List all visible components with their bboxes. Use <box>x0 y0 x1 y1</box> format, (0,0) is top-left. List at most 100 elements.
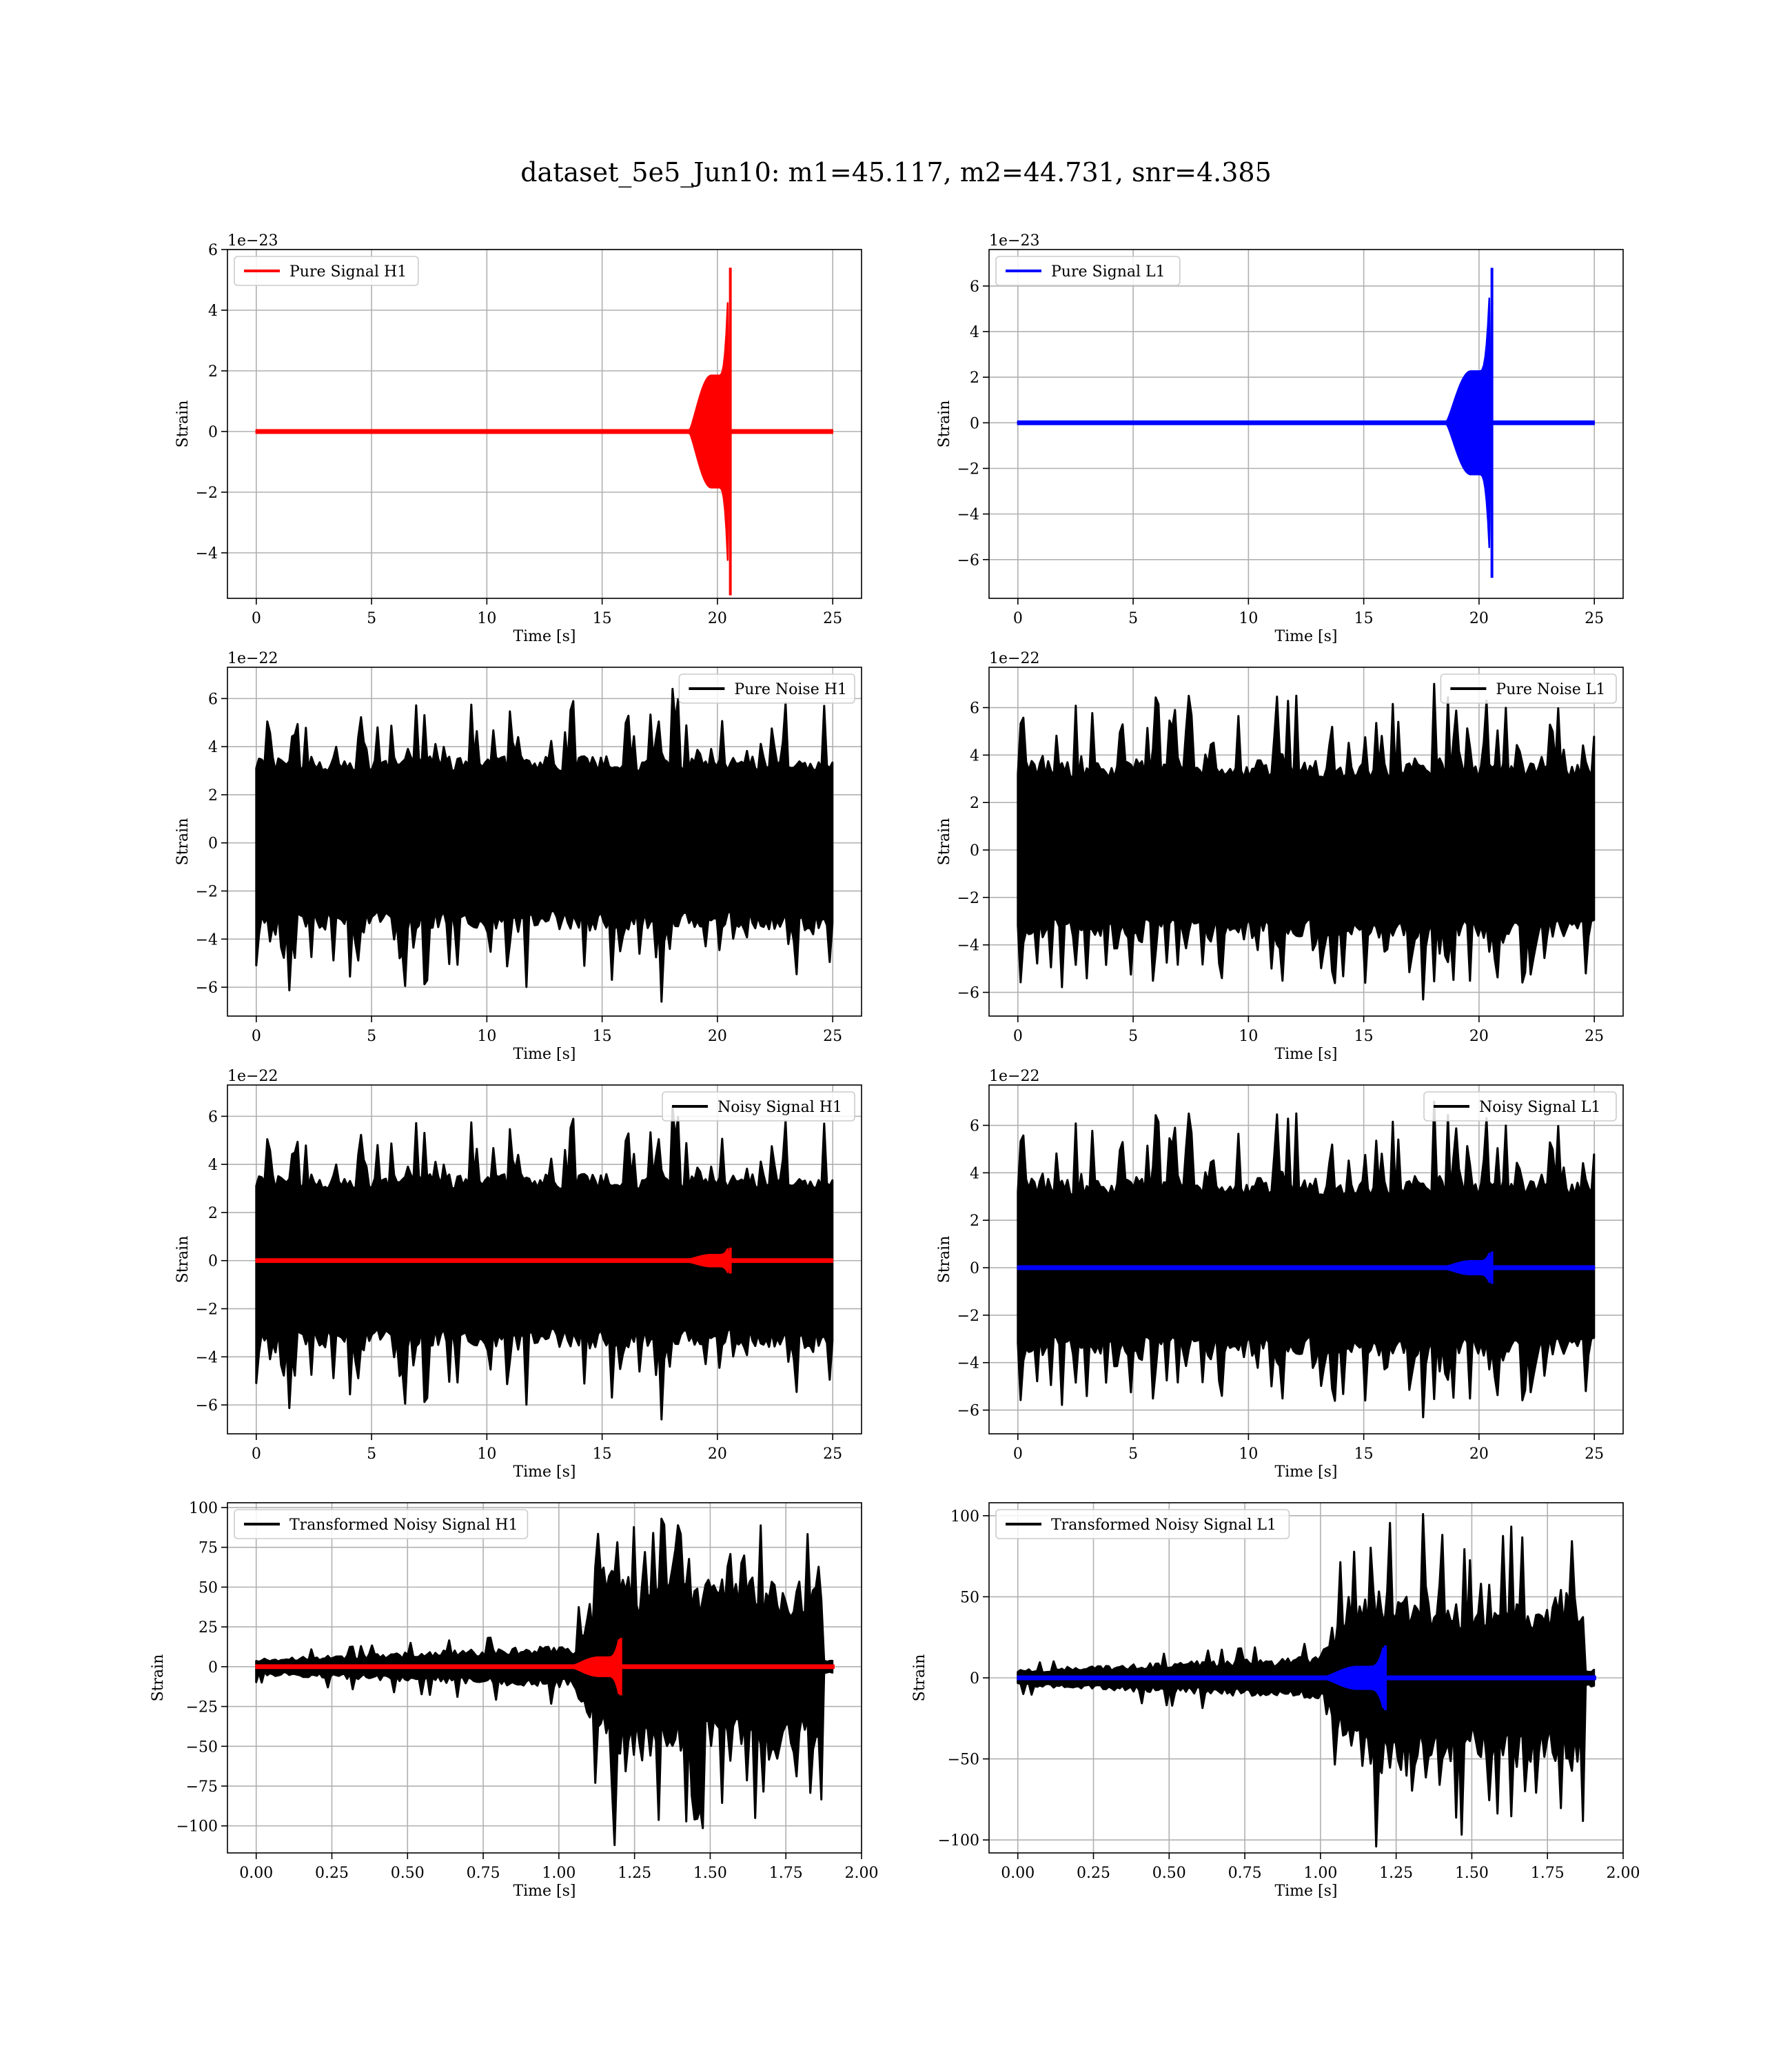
y-tick-label: −4 <box>196 1349 218 1366</box>
axes-frame <box>988 1084 1624 1435</box>
x-tick-label: 10 <box>477 1028 496 1045</box>
x-tick-label: 1.75 <box>1531 1865 1565 1882</box>
y-axis-label: Strain <box>174 818 192 866</box>
y-tick-label: 50 <box>960 1589 979 1606</box>
x-tick-label: 0 <box>252 1446 261 1463</box>
x-tick-label: 0.25 <box>315 1865 349 1882</box>
chirp-series <box>1017 1647 1596 1709</box>
subplot-6: 0 5 10 15 20 25 −6 −4 −2 0 2 4 6 Time [s] Strain 1e−22 N… <box>936 1068 1624 1481</box>
legend: Transformed Noisy Signal L1 <box>995 1509 1290 1539</box>
x-tick-label: 15 <box>593 610 612 627</box>
y-tick-label: 0 <box>208 1253 218 1270</box>
x-tick-label: 5 <box>367 1028 376 1045</box>
x-tick-label: 5 <box>1128 610 1138 627</box>
series-group <box>255 687 834 1003</box>
legend-box <box>662 1091 855 1122</box>
y-tick-label: −100 <box>176 1818 218 1836</box>
x-tick-label: 20 <box>1469 1028 1489 1045</box>
legend-label: Noisy Signal L1 <box>1479 1099 1600 1116</box>
noise-series <box>1017 682 1596 1001</box>
legend-label: Pure Signal L1 <box>1051 263 1165 281</box>
x-tick-label: 0.50 <box>391 1865 425 1882</box>
x-axis-label: Time [s] <box>1274 1883 1337 1900</box>
x-tick-label: 5 <box>367 1446 376 1463</box>
y-tick-label: 100 <box>189 1500 218 1517</box>
y-tick-label: −50 <box>186 1738 218 1756</box>
x-tick-label: 1.75 <box>769 1865 803 1882</box>
x-axis-label: Time [s] <box>513 628 576 645</box>
chirp-series <box>255 1248 834 1273</box>
y-tick-label: −4 <box>196 931 218 949</box>
y-tick-label: 2 <box>970 795 979 812</box>
figure-title: dataset_5e5_Jun10: m1=45.117, m2=44.731,… <box>520 157 1272 187</box>
y-tick-label: 75 <box>198 1540 218 1557</box>
legend-label: Noisy Signal H1 <box>717 1099 842 1116</box>
y-tick-label: 2 <box>970 369 979 387</box>
legend: Pure Noise H1 <box>678 673 855 704</box>
x-tick-label: 0 <box>252 610 261 627</box>
chirp-series <box>255 302 834 561</box>
legend: Transformed Noisy Signal H1 <box>234 1509 529 1539</box>
y-tick-label: −75 <box>186 1778 218 1796</box>
subplot-5: 0 5 10 15 20 25 −6 −4 −2 0 2 4 6 Time [s] Strain 1e−22 N… <box>174 1068 862 1481</box>
y-axis-label: Strain <box>936 401 953 448</box>
legend-box <box>234 1509 529 1539</box>
subplot-3: 0 5 10 15 20 25 −6 −4 −2 0 2 4 6 Time [s] Strain 1e−22 P… <box>174 650 862 1063</box>
series-group <box>255 1105 834 1421</box>
offset-text: 1e−23 <box>989 232 1039 250</box>
x-tick-label: 5 <box>1128 1446 1138 1463</box>
x-tick-label: 20 <box>1469 1446 1489 1463</box>
y-tick-label: −2 <box>196 485 218 502</box>
x-tick-label: 15 <box>593 1446 612 1463</box>
y-tick-label: 0 <box>208 1659 218 1676</box>
y-axis-label: Strain <box>174 401 192 448</box>
x-tick-label: 0.50 <box>1152 1865 1186 1882</box>
y-tick-label: 2 <box>208 363 218 381</box>
y-axis-label: Strain <box>911 1654 928 1702</box>
x-tick-label: 1.50 <box>1455 1865 1489 1882</box>
x-axis-label: Time [s] <box>1274 1463 1337 1481</box>
subplot-4: 0 5 10 15 20 25 −6 −4 −2 0 2 4 6 Time [s] Strain 1e−22 P… <box>936 650 1624 1063</box>
x-tick-label: 2.00 <box>845 1865 879 1882</box>
y-tick-label: −2 <box>957 1308 979 1325</box>
y-axis-label: Strain <box>936 1236 953 1284</box>
y-axis-label: Strain <box>936 818 953 866</box>
x-tick-label: 1.25 <box>1379 1865 1413 1882</box>
y-tick-label: 2 <box>208 787 218 804</box>
series-group <box>1017 1513 1596 1848</box>
y-tick-label: 6 <box>208 1108 218 1126</box>
y-tick-label: 4 <box>208 1157 218 1174</box>
y-tick-label: 0 <box>970 842 979 860</box>
x-tick-label: 1.00 <box>542 1865 576 1882</box>
y-tick-label: −2 <box>196 884 218 901</box>
x-tick-label: 0.25 <box>1077 1865 1110 1882</box>
y-tick-label: 6 <box>208 691 218 708</box>
series-group <box>1017 682 1596 1001</box>
y-tick-label: 2 <box>970 1213 979 1230</box>
x-tick-label: 25 <box>823 610 842 627</box>
x-tick-label: 10 <box>1239 1028 1258 1045</box>
legend-label: Pure Noise L1 <box>1496 681 1605 698</box>
y-tick-label: −2 <box>196 1301 218 1319</box>
x-tick-label: 0.75 <box>1228 1865 1262 1882</box>
x-tick-label: 10 <box>1239 1446 1258 1463</box>
legend-label: Pure Signal H1 <box>289 263 407 281</box>
legend-box <box>1423 1091 1617 1122</box>
y-tick-label: −6 <box>957 1403 979 1420</box>
x-axis-label: Time [s] <box>513 1883 576 1900</box>
y-tick-label: −4 <box>957 507 979 524</box>
grid <box>227 249 862 598</box>
y-tick-label: −6 <box>196 1397 218 1415</box>
x-tick-label: 10 <box>477 610 496 627</box>
series-group <box>255 267 834 596</box>
x-tick-label: 0 <box>1013 610 1023 627</box>
y-tick-label: −2 <box>957 460 979 478</box>
x-tick-label: 15 <box>1354 1028 1374 1045</box>
y-tick-label: 0 <box>208 835 218 853</box>
chirp-series <box>1017 1253 1596 1284</box>
offset-text: 1e−23 <box>227 232 278 250</box>
x-tick-label: 0 <box>1013 1446 1023 1463</box>
y-tick-label: 0 <box>970 1670 979 1687</box>
subplot-2: 0 5 10 15 20 25 −6 −4 −2 0 2 4 6 Time [s] Strain 1e−23 P… <box>936 232 1624 645</box>
axes-frame <box>227 1502 862 1854</box>
